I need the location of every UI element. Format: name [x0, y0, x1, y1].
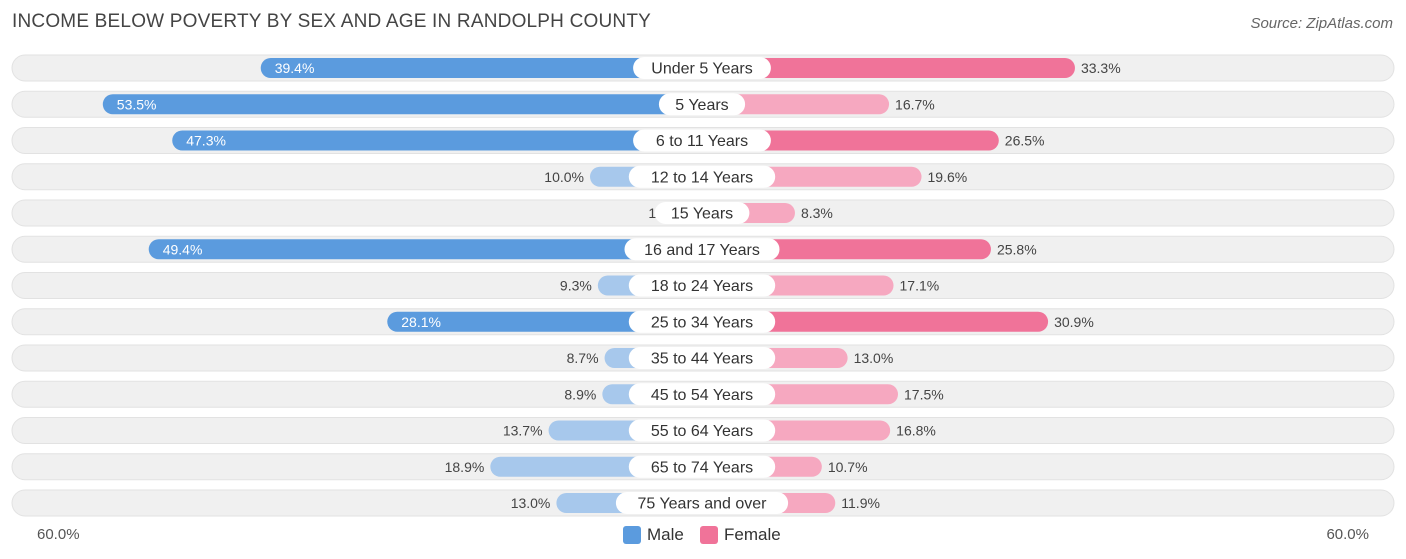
category-label: 25 to 34 Years	[651, 314, 753, 331]
female-value-label: 17.5%	[904, 386, 944, 402]
male-bar[interactable]	[260, 58, 702, 78]
male-bar[interactable]	[172, 130, 703, 151]
female-value-label: 13.0%	[854, 350, 894, 366]
male-value-label: 8.7%	[567, 350, 599, 366]
female-value-label: 33.3%	[1081, 60, 1121, 76]
category-label: 6 to 11 Years	[656, 133, 748, 150]
category-label: 12 to 14 Years	[651, 169, 753, 186]
legend-item-male[interactable]: Male	[623, 524, 684, 546]
female-value-label: 16.8%	[896, 423, 936, 439]
male-value-label: 8.9%	[564, 386, 596, 402]
category-pill	[628, 310, 776, 333]
female-bar[interactable]	[702, 130, 999, 151]
male-value-label: 9.3%	[560, 278, 592, 294]
female-bar[interactable]	[702, 58, 1075, 78]
female-bar[interactable]	[702, 94, 890, 115]
male-value-label: 13.0%	[511, 495, 551, 511]
female-value-label: 11.9%	[841, 495, 880, 511]
axis-label-left: 60.0%	[37, 526, 80, 543]
category-pill	[624, 238, 780, 261]
male-bar[interactable]	[387, 311, 702, 332]
female-value-label: 19.6%	[928, 169, 968, 185]
axis-label-right: 60.0%	[1326, 526, 1369, 543]
male-swatch	[623, 526, 641, 544]
legend-label-male: Male	[647, 525, 684, 544]
category-pill	[615, 492, 789, 514]
category-label: Under 5 Years	[651, 61, 752, 78]
female-swatch	[700, 526, 718, 544]
poverty-chart: 39.4% 33.3% Under 5 Years 53.5% 16.7% 5 Years…	[11, 54, 1395, 517]
category-pill	[628, 165, 776, 188]
category-pill	[628, 347, 776, 369]
category-pill	[633, 129, 771, 152]
category-pill	[628, 455, 776, 478]
male-bar[interactable]	[102, 94, 703, 115]
female-value-label: 30.9%	[1054, 314, 1094, 330]
category-pill	[633, 57, 771, 79]
female-value-label: 25.8%	[997, 241, 1037, 257]
category-pill	[658, 93, 746, 116]
category-label: 16 and 17 Years	[644, 242, 760, 259]
category-label: 15 Years	[671, 206, 733, 223]
source-label: Source: ZipAtlas.com	[1250, 15, 1393, 32]
legend: Male Female	[0, 524, 1406, 546]
category-label: 65 to 74 Years	[651, 459, 753, 476]
legend-item-female[interactable]: Female	[700, 524, 781, 546]
male-value-label: 18.9%	[445, 459, 485, 475]
female-value-label: 17.1%	[900, 278, 940, 294]
female-bar[interactable]	[702, 311, 1049, 332]
female-value-label: 26.5%	[1005, 133, 1045, 149]
category-label: 18 to 24 Years	[651, 278, 753, 295]
category-label: 45 to 54 Years	[651, 387, 753, 404]
category-pill	[628, 419, 776, 442]
male-value-label: 49.4%	[163, 241, 203, 257]
male-value-label: 13.7%	[503, 423, 543, 439]
male-value-label: 47.3%	[186, 133, 226, 149]
female-value-label: 10.7%	[828, 459, 868, 475]
chart-title: INCOME BELOW POVERTY BY SEX AND AGE IN R…	[12, 11, 652, 32]
category-label: 5 Years	[675, 97, 728, 114]
category-label: 55 to 64 Years	[651, 423, 753, 440]
male-bar[interactable]	[148, 239, 703, 260]
male-value-label: 10.0%	[544, 169, 584, 185]
category-label: 35 to 44 Years	[651, 351, 753, 368]
legend-label-female: Female	[724, 525, 781, 544]
category-pill	[628, 274, 776, 297]
category-pill	[628, 383, 776, 406]
male-value-label: 28.1%	[401, 314, 441, 330]
female-value-label: 8.3%	[801, 205, 833, 221]
male-value-label: 53.5%	[117, 96, 157, 112]
male-value-label: 39.4%	[275, 60, 315, 76]
category-label: 75 Years and over	[638, 496, 768, 513]
category-pill	[654, 202, 750, 224]
female-value-label: 16.7%	[895, 96, 935, 112]
